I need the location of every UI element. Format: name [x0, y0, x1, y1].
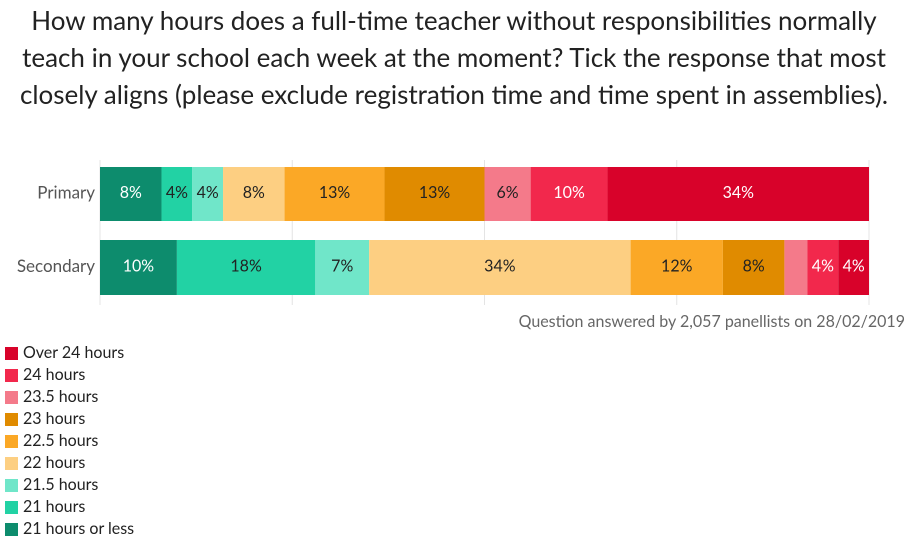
legend-label: 24 hours — [23, 365, 85, 384]
data-label: 4% — [812, 257, 834, 276]
bar-segment — [223, 167, 285, 221]
legend-swatch — [5, 457, 18, 470]
data-label: 18% — [230, 257, 262, 276]
bar-segment — [384, 167, 485, 221]
legend-swatch — [5, 523, 18, 536]
legend-swatch — [5, 347, 18, 360]
bar-segment — [100, 167, 162, 221]
legend-swatch — [5, 501, 18, 514]
bar-segment — [176, 240, 316, 295]
data-label: 7% — [331, 257, 353, 276]
bar-segment — [630, 240, 723, 295]
legend-swatch — [5, 369, 18, 382]
bar-segment — [192, 167, 224, 221]
legend-label: 21 hours or less — [23, 519, 134, 538]
legend-swatch — [5, 435, 18, 448]
legend-swatch — [5, 479, 18, 492]
bar-segment — [484, 167, 531, 221]
bar-segment — [722, 240, 785, 295]
y-tick-label: Primary — [37, 181, 95, 202]
data-label: 4% — [166, 183, 188, 202]
legend-swatch — [5, 413, 18, 426]
data-label: 10% — [553, 183, 585, 202]
legend-label: 23 hours — [23, 409, 85, 428]
bar-segment — [284, 167, 385, 221]
data-label: 6% — [497, 183, 519, 202]
data-label: 8% — [243, 183, 265, 202]
chart-title: How many hours does a full-time teacher … — [19, 4, 889, 110]
bar-segment — [784, 240, 808, 295]
data-label: 12% — [661, 257, 693, 276]
bar-segment — [838, 240, 869, 295]
legend-label: 22 hours — [23, 453, 85, 472]
legend-label: Over 24 hours — [23, 343, 124, 362]
legend-swatch — [5, 391, 18, 404]
data-label: 13% — [319, 183, 351, 202]
y-tick-label: Secondary — [17, 255, 95, 276]
legend-label: 22.5 hours — [23, 431, 98, 450]
legend-label: 21 hours — [23, 497, 85, 516]
bar-segment — [607, 167, 869, 221]
data-label: 4% — [843, 257, 865, 276]
chart-note: Question answered by 2,057 panellists on… — [519, 312, 905, 331]
data-label: 8% — [743, 257, 765, 276]
data-label: 10% — [123, 257, 155, 276]
bar-segment — [315, 240, 370, 295]
legend-label: 23.5 hours — [23, 387, 98, 406]
bar-segment — [807, 240, 839, 295]
legend-label: 21.5 hours — [23, 475, 98, 494]
bar-segment — [161, 167, 193, 221]
bar-segment — [530, 167, 608, 221]
data-label: 4% — [197, 183, 219, 202]
data-label: 34% — [723, 183, 755, 202]
data-label: 13% — [419, 183, 451, 202]
bar-segment — [100, 240, 177, 295]
bar-segment — [369, 240, 631, 295]
data-label: 34% — [484, 257, 516, 276]
data-label: 8% — [120, 183, 142, 202]
